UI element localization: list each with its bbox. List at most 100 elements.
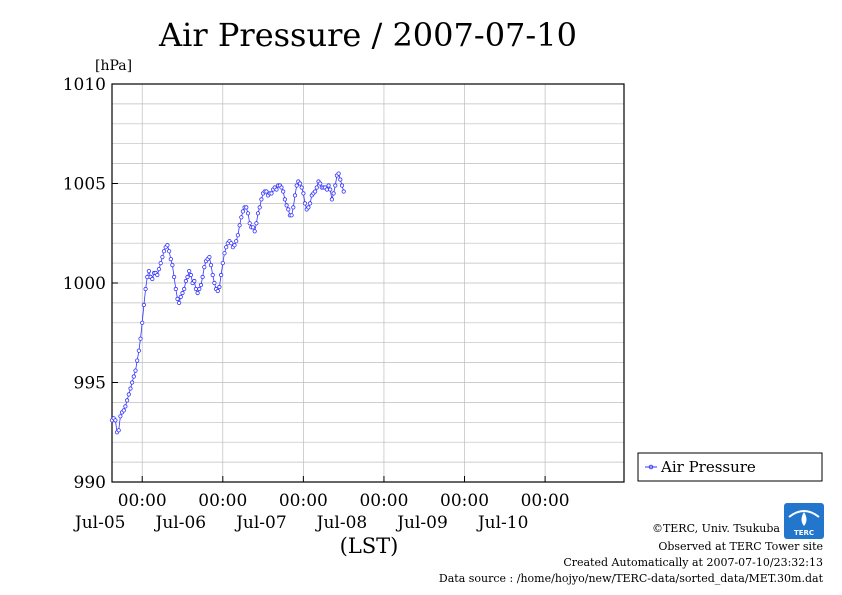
data-point — [326, 183, 331, 188]
x-axis-label: (LST) — [340, 534, 399, 558]
x-tick-date-label: Jul-05 — [73, 513, 126, 533]
data-point — [161, 249, 167, 254]
data-point — [312, 189, 318, 194]
data-point — [274, 187, 279, 192]
data-point — [255, 211, 261, 216]
data-point — [200, 274, 205, 280]
data-point — [250, 225, 256, 230]
legend-marker-swatch — [648, 464, 654, 470]
data-point — [135, 358, 140, 363]
data-point — [282, 197, 287, 202]
data-point — [195, 290, 200, 296]
data-point — [314, 185, 319, 190]
data-point — [234, 239, 239, 244]
data-point — [118, 414, 123, 419]
data-point — [307, 201, 313, 206]
data-point — [158, 260, 163, 266]
data-point — [302, 201, 308, 206]
data-point — [289, 213, 294, 218]
data-point — [318, 181, 323, 186]
data-point — [113, 418, 118, 423]
data-point — [168, 256, 173, 262]
data-point — [188, 272, 193, 278]
data-point — [165, 243, 170, 248]
data-point — [239, 215, 244, 220]
data-point — [210, 272, 215, 278]
data-point — [254, 221, 259, 226]
data-point — [217, 284, 222, 290]
data-point — [208, 262, 214, 268]
data-point — [286, 207, 291, 212]
logo-drop-icon — [801, 512, 807, 526]
x-tick-time-label: 00:00 — [198, 491, 247, 511]
logo-wave-icon — [788, 510, 820, 518]
data-point — [172, 274, 177, 280]
data-point — [264, 189, 269, 194]
data-point — [138, 336, 143, 341]
data-point — [146, 268, 151, 274]
x-tick-date-label: Jul-06 — [154, 513, 207, 533]
credit-source: Data source : /home/hojyo/new/TERC-data/… — [439, 572, 824, 585]
x-tick-time-label: 00:00 — [118, 491, 167, 511]
x-axis: 00:00Jul-0500:00Jul-0600:00Jul-0700:00Ju… — [73, 476, 570, 533]
data-point — [235, 233, 240, 238]
data-point — [155, 272, 160, 278]
data-point — [183, 278, 188, 284]
data-point — [212, 280, 217, 286]
data-point — [170, 262, 175, 268]
data-point — [292, 193, 298, 198]
data-point — [160, 255, 165, 260]
data-point — [252, 229, 257, 234]
y-tick-label: 1010 — [63, 75, 106, 95]
data-point — [229, 241, 234, 246]
data-point — [257, 205, 262, 210]
data-point — [339, 183, 345, 188]
data-point — [299, 185, 304, 190]
y-tick-label: 1000 — [63, 274, 106, 294]
data-point — [215, 288, 220, 294]
x-tick-date-label: Jul-09 — [395, 513, 448, 533]
data-point — [128, 386, 133, 391]
data-point — [150, 276, 155, 282]
x-tick-date-label: Jul-08 — [315, 513, 368, 533]
y-axis-unit: [hPa] — [95, 58, 132, 74]
data-point — [331, 191, 336, 196]
data-point — [125, 398, 130, 403]
legend: Air Pressure — [637, 452, 823, 482]
data-point — [247, 221, 252, 226]
data-point — [329, 197, 334, 202]
data-point — [269, 191, 274, 196]
data-point — [237, 223, 242, 228]
data-point — [336, 171, 341, 176]
data-point — [338, 177, 343, 182]
data-point — [177, 300, 182, 305]
data-point — [130, 380, 135, 385]
data-point — [140, 320, 145, 325]
data-point — [324, 187, 329, 192]
data-point — [294, 183, 299, 188]
data-point — [182, 286, 187, 292]
data-point — [301, 191, 306, 196]
data-point — [185, 274, 190, 280]
data-point — [240, 209, 245, 214]
data-point — [193, 286, 198, 292]
credit-copyright: ©TERC, Univ. Tsukuba — [652, 522, 780, 535]
data-point — [198, 282, 204, 288]
x-tick-time-label: 00:00 — [279, 491, 328, 511]
data-point — [341, 189, 346, 194]
data-point — [297, 181, 303, 186]
data-point — [219, 272, 224, 278]
data-point — [123, 404, 128, 409]
x-tick-date-label: Jul-07 — [234, 513, 287, 533]
data-point — [121, 408, 126, 413]
data-point — [126, 392, 131, 397]
credit-created: Created Automatically at 2007-07-10/23:3… — [563, 556, 823, 569]
data-point — [167, 249, 172, 254]
data-point — [281, 189, 286, 194]
data-point — [284, 203, 289, 208]
logo-text: TERC — [794, 529, 814, 537]
x-tick-date-label: Jul-10 — [476, 513, 529, 533]
data-point — [156, 266, 162, 272]
credit-observed: Observed at TERC Tower site — [658, 540, 823, 553]
y-tick-label: 995 — [74, 374, 106, 394]
